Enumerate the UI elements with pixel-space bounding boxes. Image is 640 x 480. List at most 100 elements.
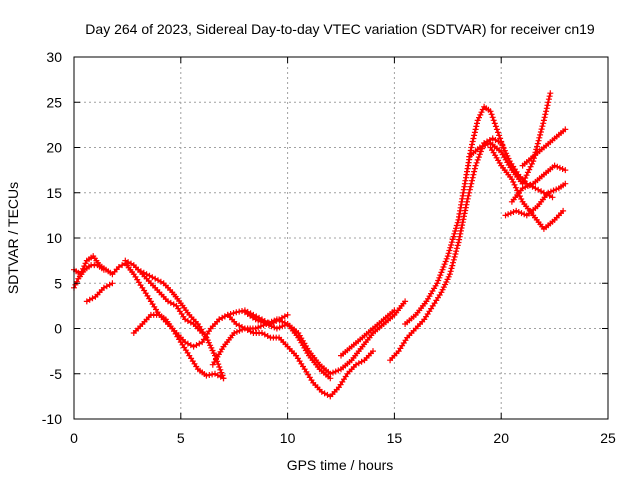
- data-point: [454, 219, 461, 226]
- series-sat-g: [216, 311, 376, 400]
- data-point: [510, 179, 517, 185]
- data-point: [515, 209, 522, 215]
- data-point: [527, 181, 534, 188]
- data-point: [445, 250, 452, 257]
- data-point: [230, 310, 237, 317]
- series-sat-p: [508, 162, 569, 205]
- data-point: [479, 143, 486, 150]
- data-point: [468, 144, 475, 151]
- data-point: [473, 159, 480, 166]
- data-point: [402, 298, 409, 305]
- data-point: [508, 176, 515, 183]
- data-point: [526, 166, 533, 173]
- data-point: [533, 146, 540, 153]
- series-sat-i: [209, 316, 334, 382]
- data-point: [554, 163, 561, 170]
- data-point: [109, 280, 116, 287]
- data-point: [562, 126, 569, 133]
- data-point: [500, 144, 507, 151]
- data-point: [475, 154, 482, 161]
- data-point: [545, 99, 552, 106]
- data-point: [559, 166, 566, 172]
- plot-area: [71, 90, 569, 400]
- data-point: [493, 126, 500, 133]
- data-point: [257, 323, 264, 330]
- data-point: [543, 108, 550, 115]
- data-point: [543, 105, 550, 112]
- data-point: [434, 280, 441, 287]
- y-axis-label: SDTVAR / TECUs: [5, 182, 21, 294]
- data-point: [255, 317, 262, 324]
- data-point: [437, 272, 444, 279]
- data-point: [216, 364, 223, 370]
- data-point: [265, 319, 272, 326]
- data-point: [553, 186, 560, 193]
- data-point: [464, 195, 471, 202]
- data-point: [535, 137, 542, 144]
- data-point: [451, 230, 458, 237]
- data-point: [273, 316, 280, 323]
- data-point: [444, 253, 451, 260]
- data-point: [528, 160, 535, 167]
- data-point: [472, 162, 479, 169]
- data-point: [539, 123, 546, 130]
- data-point: [473, 123, 480, 130]
- data-point: [453, 245, 460, 252]
- data-point: [534, 140, 541, 147]
- axis-ticks: 0 5 10 15 20 25 -10 -5 0 5 10 15 20 25 30: [42, 49, 616, 446]
- series-sat-h: [241, 298, 409, 377]
- y-tick-label: 25: [46, 94, 62, 110]
- data-point: [498, 138, 505, 145]
- data-point: [471, 165, 478, 172]
- data-point: [451, 253, 458, 260]
- data-point: [330, 369, 336, 376]
- x-tick-label: 25: [600, 430, 616, 446]
- data-point: [448, 242, 455, 248]
- series-sat-f: [83, 280, 116, 305]
- data-point: [220, 375, 227, 382]
- data-point: [474, 120, 480, 127]
- data-point: [474, 156, 481, 163]
- series-sat-l: [402, 103, 507, 327]
- x-tick-label: 20: [493, 430, 509, 446]
- series-sat-q: [519, 126, 569, 169]
- data-point: [273, 325, 280, 332]
- data-point: [470, 171, 477, 178]
- data-point: [448, 265, 455, 272]
- x-tick-label: 15: [387, 430, 403, 446]
- data-point: [499, 141, 506, 148]
- data-point: [441, 261, 448, 268]
- data-point: [545, 189, 552, 196]
- y-tick-label: 5: [54, 275, 62, 291]
- data-point: [450, 233, 457, 240]
- data-point: [541, 114, 548, 121]
- data-point: [449, 262, 456, 269]
- data-point: [519, 185, 526, 192]
- y-tick-label: 10: [46, 230, 62, 246]
- data-point: [281, 319, 288, 326]
- data-point: [453, 222, 460, 229]
- data-point: [472, 126, 479, 133]
- data-point: [453, 248, 460, 255]
- data-point: [450, 259, 456, 266]
- data-point: [491, 120, 498, 127]
- data-point: [542, 111, 549, 118]
- data-point: [489, 114, 496, 121]
- data-point: [496, 132, 503, 139]
- data-point: [439, 266, 446, 273]
- data-point: [540, 120, 547, 127]
- x-tick-label: 5: [177, 430, 185, 446]
- data-point: [537, 129, 544, 135]
- data-point: [466, 186, 473, 193]
- data-point: [471, 132, 478, 139]
- data-point: [523, 172, 530, 179]
- data-point: [522, 175, 529, 181]
- data-point: [215, 361, 222, 368]
- data-point: [476, 144, 483, 151]
- data-point: [537, 131, 544, 138]
- data-point: [551, 162, 558, 169]
- series-sat-n: [487, 144, 567, 232]
- data-point: [495, 129, 501, 136]
- data-point: [546, 93, 553, 100]
- data-point: [476, 114, 482, 121]
